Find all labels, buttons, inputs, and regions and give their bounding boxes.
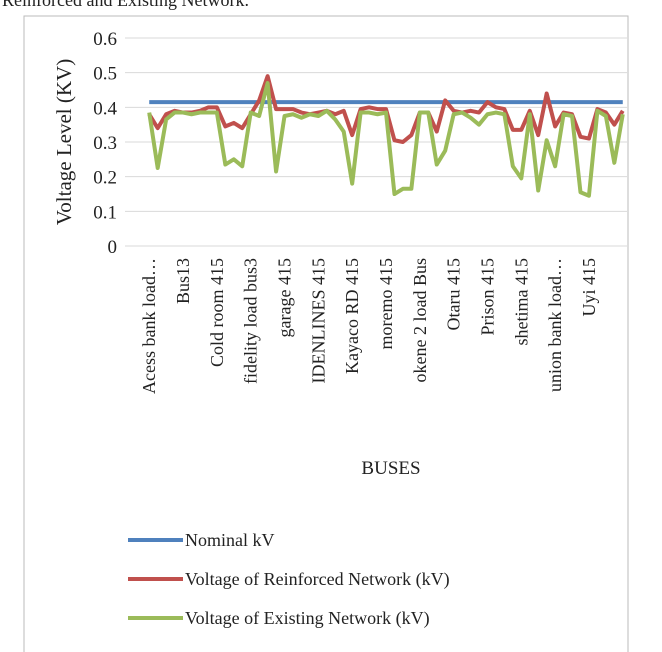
x-tick-label: Uyi 415 bbox=[579, 258, 599, 317]
chart-frame bbox=[23, 15, 629, 652]
series-line bbox=[147, 74, 625, 144]
x-tick-label: garage 415 bbox=[275, 258, 295, 337]
x-tick-label: fidelity load bus3 bbox=[241, 258, 261, 384]
legend-label: Nominal kV bbox=[185, 530, 275, 550]
y-tick-label: 0 bbox=[108, 237, 118, 258]
caption: Reinforced and Existing Network. bbox=[2, 0, 249, 10]
x-tick-label: union bank load… bbox=[545, 258, 565, 392]
x-axis-label: BUSES bbox=[361, 458, 420, 479]
x-tick-label: shetima 415 bbox=[511, 258, 531, 346]
x-tick-label: Acess bank load… bbox=[139, 258, 159, 394]
x-tick-label: Kayaco RD 415 bbox=[342, 258, 362, 374]
x-tick-label: Bus13 bbox=[173, 258, 193, 304]
legend-label: Voltage of Reinforced Network (kV) bbox=[185, 569, 450, 590]
y-axis-label: Voltage Level (KV) bbox=[52, 59, 76, 225]
x-tick-label: moremo 415 bbox=[376, 258, 396, 350]
x-tick-label: Cold room 415 bbox=[207, 258, 227, 367]
y-tick-label: 0.4 bbox=[93, 98, 117, 119]
y-tick-label: 0.5 bbox=[93, 64, 117, 85]
x-tick-label: okene 2 load Bus bbox=[410, 258, 430, 382]
y-tick-label: 0.3 bbox=[93, 133, 117, 154]
x-tick-label: Prison 415 bbox=[477, 258, 497, 336]
y-tick-label: 0.1 bbox=[93, 202, 117, 223]
y-tick-label: 0.2 bbox=[93, 168, 117, 189]
x-tick-label: Otaru 415 bbox=[444, 258, 464, 330]
series-line bbox=[147, 81, 625, 198]
y-tick-label: 0.6 bbox=[93, 29, 117, 50]
x-tick-label: IDENLINES 415 bbox=[308, 258, 328, 383]
legend-label: Voltage of Existing Network (kV) bbox=[185, 608, 430, 629]
